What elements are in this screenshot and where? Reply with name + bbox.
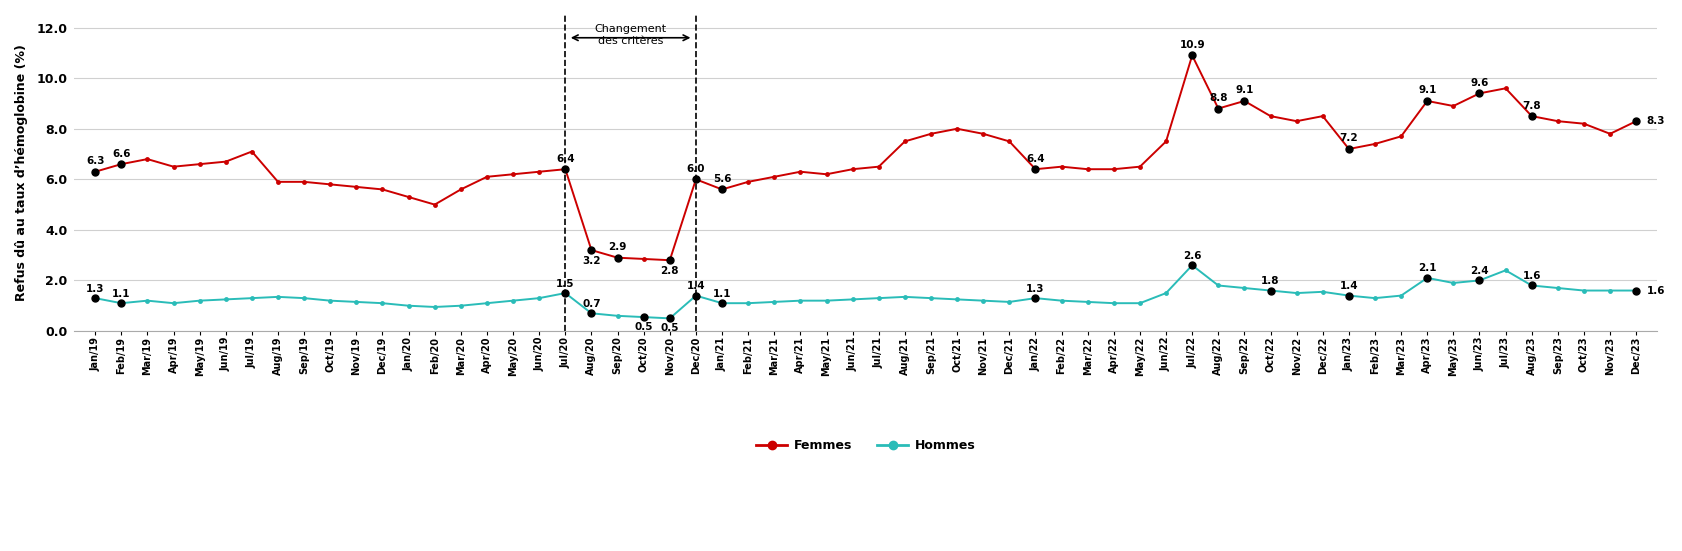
Text: 1.1: 1.1 [713,289,732,299]
Text: 8.3: 8.3 [1647,116,1665,126]
Legend: Femmes, Hommes: Femmes, Hommes [752,435,981,457]
Text: 2.4: 2.4 [1470,266,1489,276]
Text: 2.9: 2.9 [609,242,627,252]
Text: 2.1: 2.1 [1418,263,1436,273]
Text: 2.6: 2.6 [1182,251,1201,261]
Text: 1.3: 1.3 [1026,284,1045,294]
Text: 1.3: 1.3 [86,284,104,294]
Text: 1.8: 1.8 [1262,276,1280,286]
Text: 1.4: 1.4 [1339,281,1357,291]
Text: 7.2: 7.2 [1339,133,1357,143]
Text: 2.8: 2.8 [661,266,680,276]
Text: 6.4: 6.4 [557,154,575,164]
Text: 5.6: 5.6 [713,174,732,184]
Text: 9.1: 9.1 [1418,85,1436,95]
Text: 7.8: 7.8 [1522,100,1541,111]
Text: 9.6: 9.6 [1470,78,1489,88]
Text: 1.4: 1.4 [686,281,705,291]
Text: 3.2: 3.2 [582,256,600,266]
Text: 6.6: 6.6 [113,149,131,159]
Text: 6.3: 6.3 [86,156,104,166]
Text: 1.6: 1.6 [1647,285,1665,295]
Text: 1.1: 1.1 [113,289,131,299]
Text: 10.9: 10.9 [1179,40,1204,50]
Text: 9.1: 9.1 [1235,85,1253,95]
Text: 0.5: 0.5 [661,323,680,333]
Text: 1.5: 1.5 [557,278,575,289]
Text: 6.4: 6.4 [1026,154,1045,164]
Text: 6.0: 6.0 [686,164,705,174]
Text: 0.7: 0.7 [582,299,600,309]
Text: 8.8: 8.8 [1209,93,1228,103]
Text: Changement
des critères: Changement des critères [594,24,666,46]
Y-axis label: Refus dû au taux d’hémoglobine (%): Refus dû au taux d’hémoglobine (%) [15,45,29,301]
Text: 1.6: 1.6 [1522,271,1541,281]
Text: 0.5: 0.5 [634,322,653,332]
